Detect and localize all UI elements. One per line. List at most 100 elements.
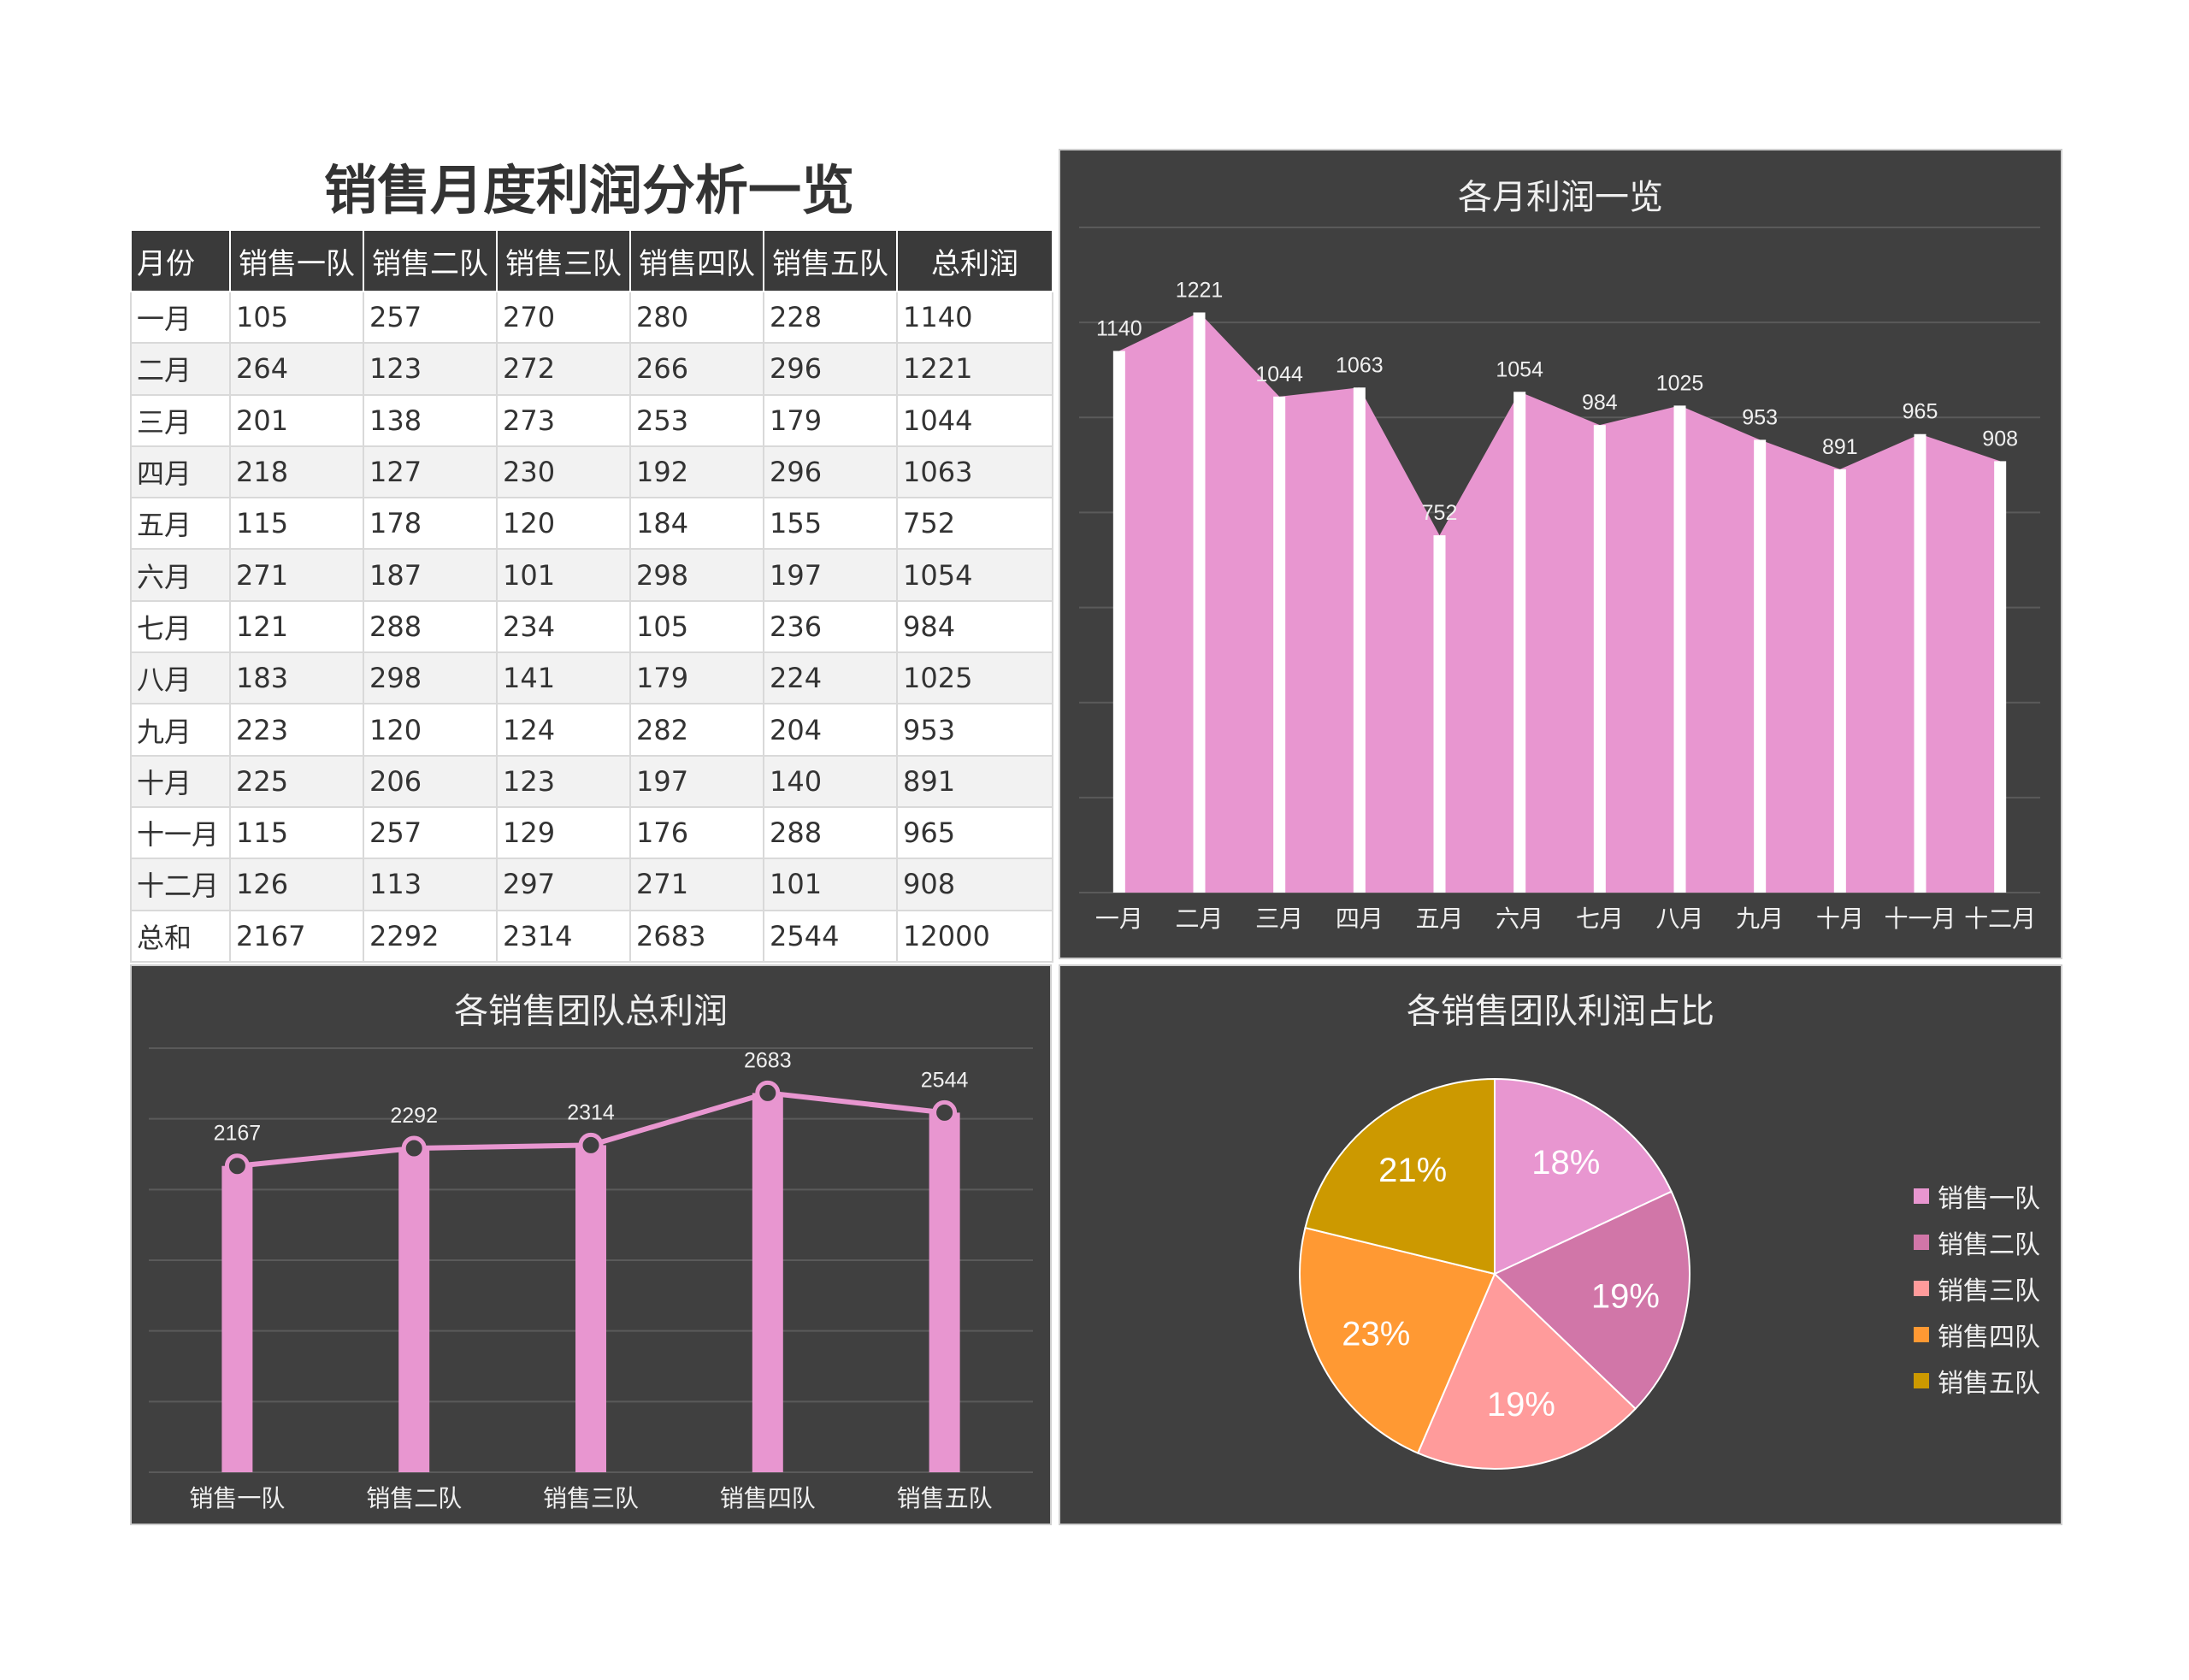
table-cell: 105 — [629, 599, 764, 654]
pie-slice — [1299, 1226, 1496, 1454]
area-series — [1118, 312, 2001, 893]
table-cell: 12000 — [896, 909, 1053, 964]
month-bar — [1994, 461, 2007, 893]
table-cell: 271 — [229, 548, 364, 602]
monthly-chart-title: 各月利润一览 — [1458, 178, 1663, 217]
month-bar — [1112, 351, 1125, 893]
team-bar — [575, 1145, 606, 1472]
table-cell: 187 — [363, 548, 498, 602]
table-cell: 2292 — [363, 909, 498, 964]
row-label-cell: 八月 — [130, 651, 231, 705]
data-label: 891 — [1822, 435, 1858, 459]
x-tick-label: 九月 — [1736, 905, 1784, 932]
table-cell: 230 — [496, 445, 631, 499]
percent-label: 19% — [1487, 1386, 1555, 1424]
table-row: 五月 115 178 120 184 155 752 — [130, 497, 1053, 551]
legend-item: 销售四队 — [1914, 1312, 2040, 1358]
x-tick-label: 销售四队 — [720, 1485, 816, 1512]
table-row: 六月 271 187 101 298 197 1054 — [130, 548, 1053, 602]
table-row: 九月 223 120 124 282 204 953 — [130, 703, 1053, 757]
table-cell: 121 — [229, 599, 364, 654]
table-cell: 197 — [763, 548, 898, 602]
x-tick-label: 十二月 — [1964, 905, 2036, 932]
row-label-cell: 十月 — [130, 754, 231, 808]
percent-label: 19% — [1591, 1277, 1660, 1315]
team-bar — [221, 1165, 253, 1472]
table-cell: 101 — [763, 858, 898, 911]
table-cell: 155 — [763, 497, 898, 551]
table-cell: 123 — [496, 754, 631, 808]
table-cell: 206 — [363, 754, 498, 808]
line-point — [755, 1080, 781, 1105]
pie-slice — [1416, 1272, 1637, 1470]
line-point — [578, 1132, 604, 1158]
x-tick-label: 二月 — [1175, 905, 1223, 932]
data-label: 984 — [1582, 391, 1618, 415]
table-row: 三月 201 138 273 253 179 1044 — [130, 393, 1053, 447]
table-cell: 1140 — [896, 290, 1053, 345]
line-point — [224, 1153, 250, 1179]
table-row: 七月 121 288 234 105 236 984 — [130, 599, 1053, 654]
legend-label: 销售一队 — [1938, 1184, 2040, 1214]
table-cell: 1063 — [896, 445, 1053, 499]
table-cell: 984 — [896, 599, 1053, 654]
data-label: 1221 — [1176, 278, 1224, 302]
legend-swatch — [1914, 1188, 1929, 1204]
table-cell: 138 — [363, 393, 498, 447]
table-cell: 752 — [896, 497, 1053, 551]
row-label-cell: 十二月 — [130, 858, 231, 911]
x-tick-label: 十一月 — [1884, 905, 1956, 932]
table-cell: 2314 — [496, 909, 631, 964]
data-label: 1044 — [1255, 363, 1303, 386]
data-label: 1063 — [1336, 353, 1384, 377]
month-bar — [1273, 396, 1286, 893]
month-bar — [1433, 535, 1446, 893]
x-tick-label: 一月 — [1095, 905, 1143, 932]
column-header: 销售四队 — [629, 229, 764, 292]
table-cell: 253 — [629, 393, 764, 447]
table-row: 八月 183 298 141 179 224 1025 — [130, 651, 1053, 705]
table-cell: 113 — [363, 858, 498, 911]
table-cell: 298 — [363, 651, 498, 705]
data-label: 752 — [1422, 501, 1458, 525]
team-total-chart-panel: 各销售团队总利润 2167 销售一队 2292 销售二队 2314 销售三队 2683 销售四… — [130, 964, 1052, 1525]
legend-item: 销售五队 — [1914, 1358, 2040, 1404]
table-cell: 101 — [496, 548, 631, 602]
table-cell: 296 — [763, 342, 898, 396]
table-cell: 257 — [363, 290, 498, 345]
table-row: 十一月 115 257 129 176 288 965 — [130, 805, 1053, 860]
month-bar — [1754, 439, 1767, 893]
table-cell: 129 — [496, 805, 631, 860]
legend-swatch — [1914, 1373, 1929, 1388]
team-bar — [752, 1093, 783, 1472]
table-cell: 176 — [629, 805, 764, 860]
table-cell: 123 — [363, 342, 498, 396]
table-cell: 120 — [496, 497, 631, 551]
row-label-cell: 一月 — [130, 290, 231, 345]
data-label: 2314 — [567, 1100, 615, 1124]
legend-label: 销售五队 — [1938, 1369, 2040, 1399]
x-tick-label: 销售五队 — [897, 1485, 993, 1512]
row-label-cell: 五月 — [130, 497, 231, 551]
data-label: 953 — [1742, 405, 1778, 429]
column-header: 销售三队 — [496, 229, 631, 292]
data-label: 2167 — [214, 1122, 262, 1146]
legend-swatch — [1914, 1327, 1929, 1342]
table-cell: 2683 — [629, 909, 764, 964]
month-bar — [1193, 312, 1206, 893]
table-cell: 266 — [629, 342, 764, 396]
row-label-cell: 九月 — [130, 703, 231, 757]
x-tick-label: 销售二队 — [366, 1485, 462, 1512]
table-cell: 2544 — [763, 909, 898, 964]
data-label: 2683 — [744, 1048, 792, 1072]
legend-label: 销售四队 — [1938, 1323, 2040, 1353]
legend-swatch — [1914, 1235, 1929, 1250]
page-title: 销售月度利润分析一览 — [323, 159, 854, 221]
table-cell: 201 — [229, 393, 364, 447]
table-cell: 273 — [496, 393, 631, 447]
percent-label: 23% — [1342, 1315, 1410, 1353]
month-bar — [1673, 405, 1686, 893]
table-cell: 179 — [763, 393, 898, 447]
team-share-chart-panel: 各销售团队利润占比 18% 19% 19% 23% 21% — [1059, 964, 2062, 1525]
line-point — [932, 1099, 958, 1125]
